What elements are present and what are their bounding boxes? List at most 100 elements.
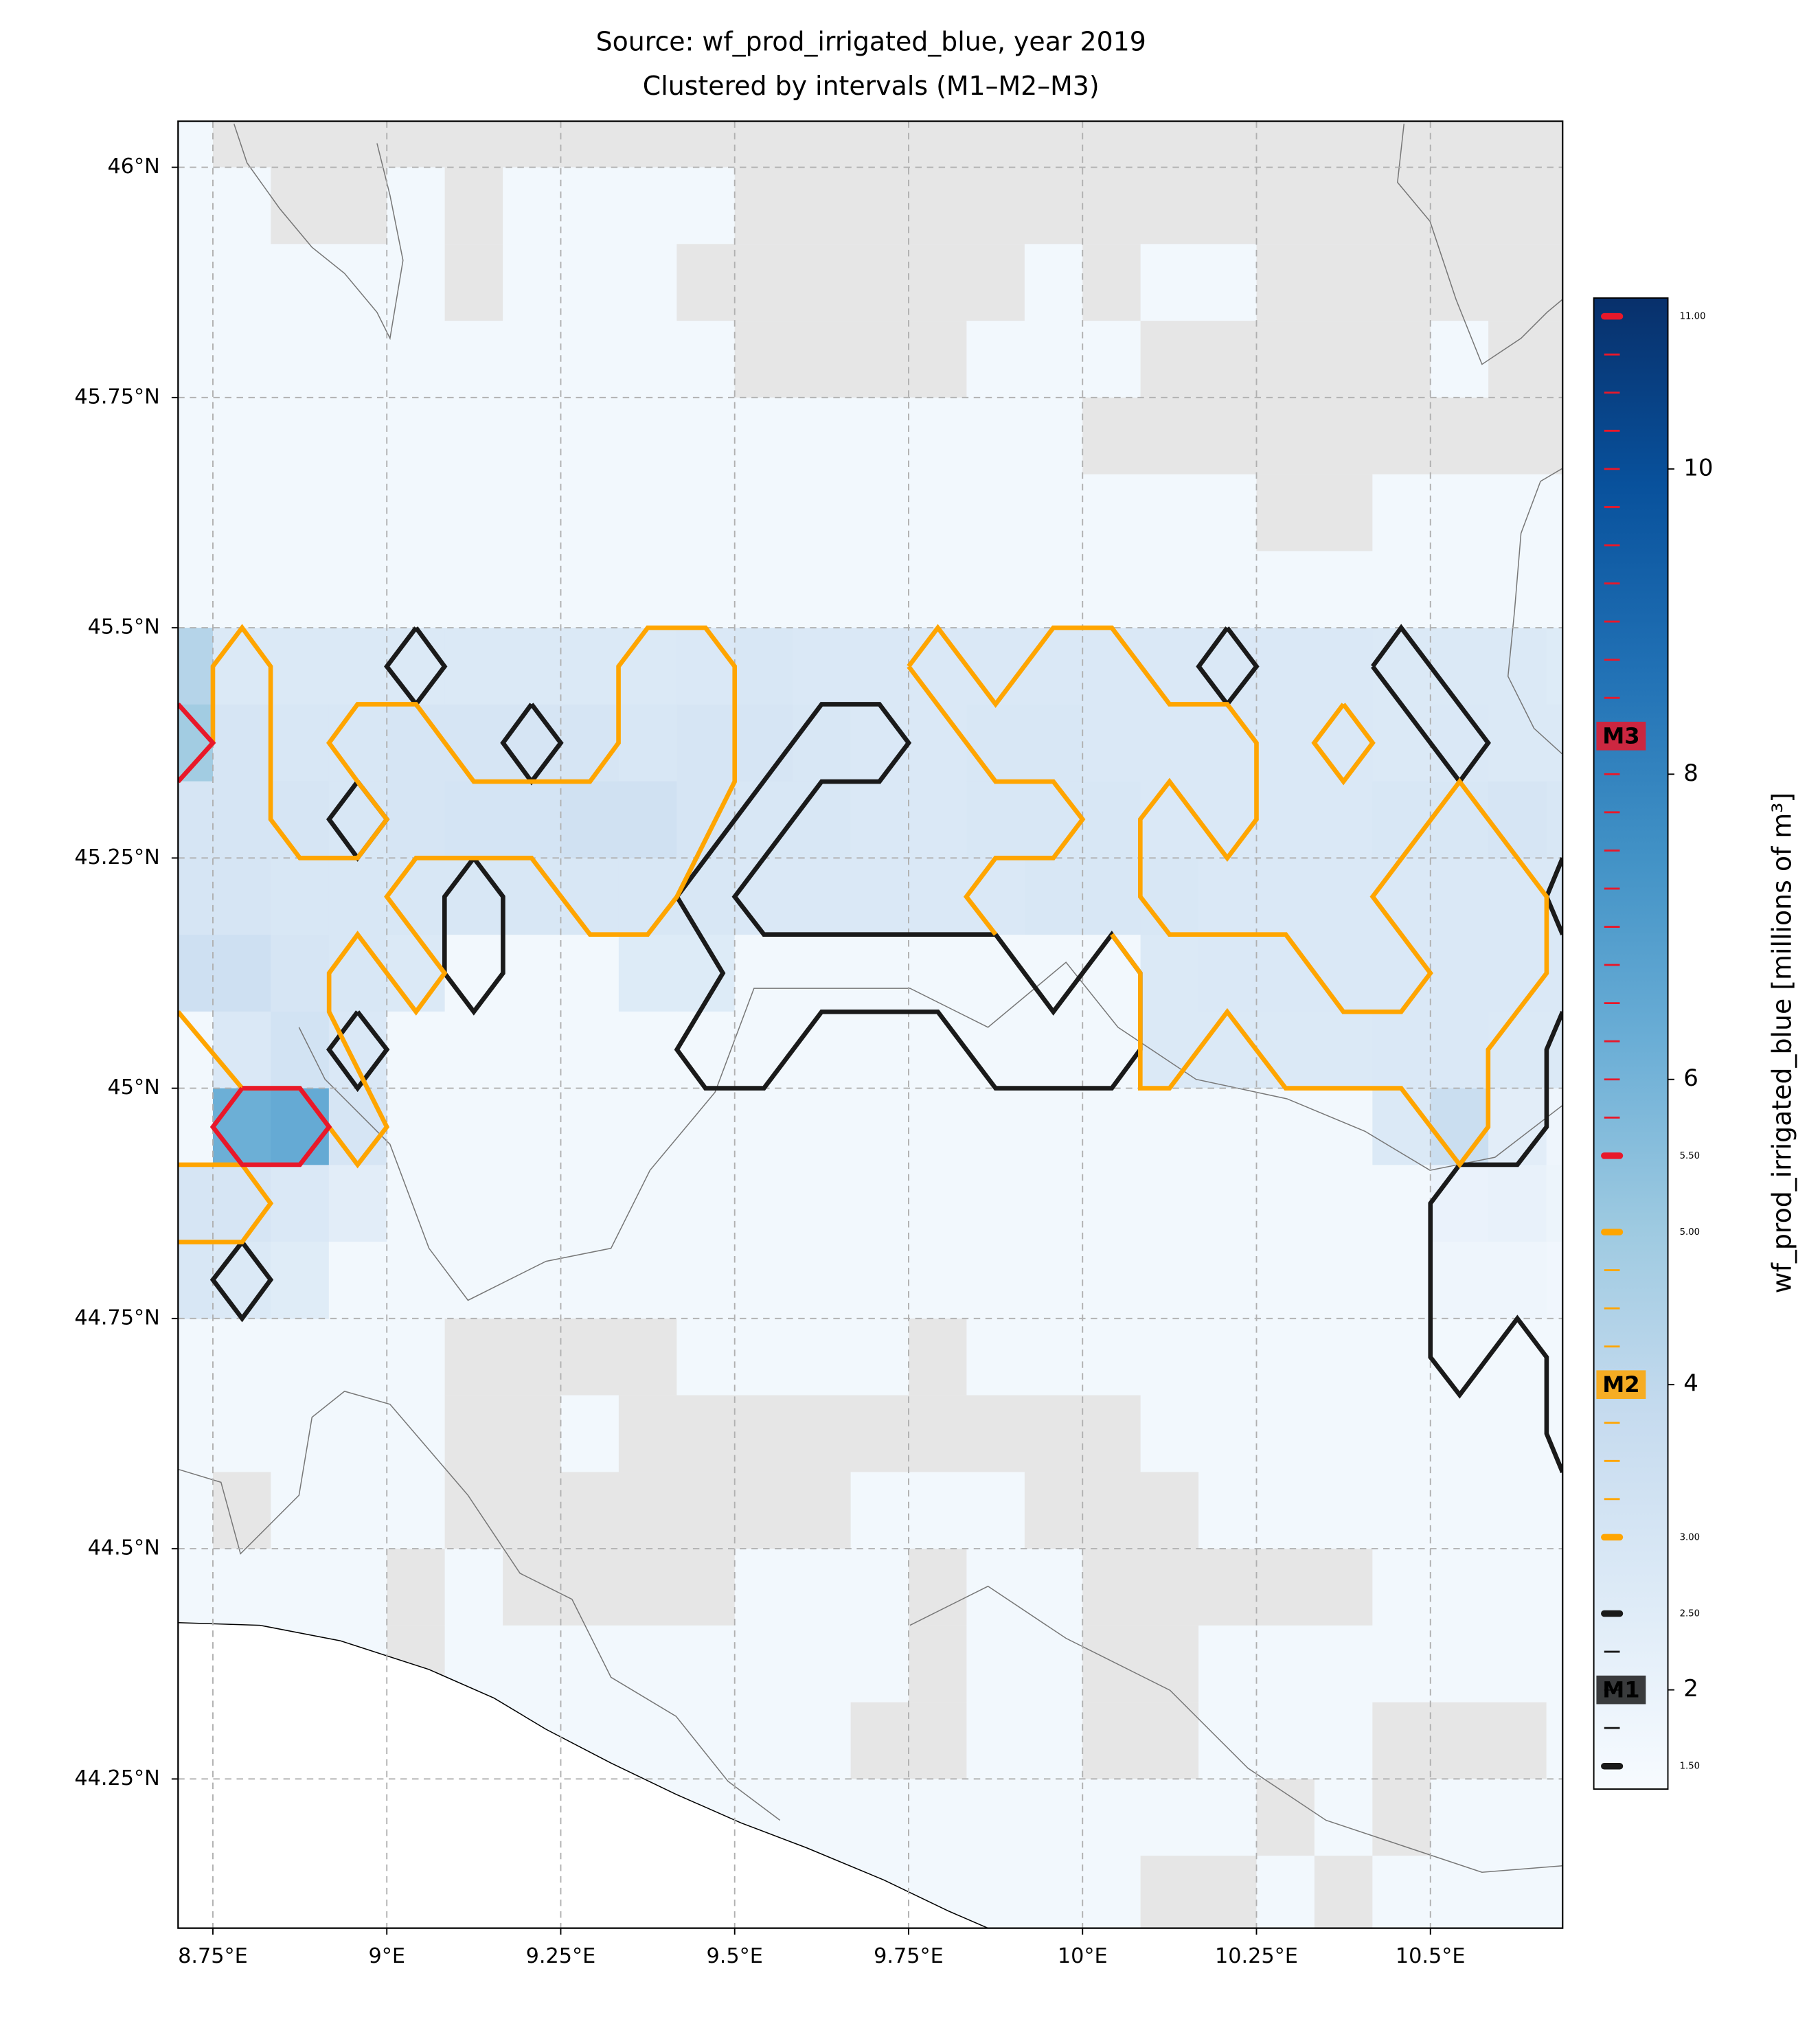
- cluster-contour: [326, 1010, 390, 1093]
- grid-cell: [1140, 1088, 1199, 1166]
- grid-cell: [850, 1088, 909, 1166]
- grid-cell: [966, 1165, 1025, 1242]
- grid-cell: [1430, 781, 1489, 859]
- grid-cell: [1314, 1011, 1374, 1089]
- grid-cell: [1082, 1088, 1141, 1166]
- grid-cell: [212, 1011, 272, 1089]
- grid-cell: [503, 1165, 562, 1242]
- grid-cell: [1082, 1242, 1141, 1319]
- grid-cell: [850, 1011, 909, 1089]
- border: [909, 1585, 1563, 1873]
- grid-cell: [793, 1165, 852, 1242]
- grid-cell: [328, 935, 387, 1012]
- grid-cell: [328, 1088, 387, 1166]
- grid-cell: [271, 858, 330, 935]
- grid-cell: [1546, 1011, 1563, 1089]
- cluster-contour: [1311, 703, 1376, 786]
- grid-cell: [178, 1165, 214, 1242]
- border: [233, 124, 404, 341]
- grid-cell: [1546, 1165, 1563, 1242]
- grid-cell: [793, 858, 852, 935]
- grid-cell: [966, 858, 1025, 935]
- cluster-label-box: [1596, 1675, 1646, 1705]
- grid-cell: [850, 781, 909, 859]
- grid-cell: [1314, 935, 1374, 1012]
- nodata-cell: [1314, 1856, 1373, 1928]
- cluster-label: M2: [1602, 1371, 1639, 1398]
- grid-cell: [387, 1242, 446, 1319]
- colorbar-tick-label: 4: [1683, 1370, 1698, 1398]
- cluster-bound-label: 5.50: [1680, 1151, 1700, 1161]
- grid-cell: [1314, 1242, 1374, 1319]
- grid-cell: [1082, 628, 1141, 705]
- grid-cell: [387, 858, 446, 935]
- grid-cell: [850, 628, 909, 705]
- grid-cell: [444, 1242, 503, 1319]
- grid-cell: [387, 935, 446, 1012]
- grid-cell: [1140, 1165, 1199, 1242]
- border: [1507, 468, 1563, 755]
- cluster-bound-label: 11.00: [1680, 312, 1706, 322]
- border: [1397, 124, 1563, 365]
- grid-cell: [503, 858, 562, 935]
- grid-cell: [618, 1011, 678, 1089]
- grid-cell: [1140, 628, 1199, 705]
- nodata-cell: [1256, 474, 1373, 551]
- nodata-cell: [444, 1395, 561, 1472]
- x-tick-label: 10.25°E: [1215, 1944, 1298, 1968]
- grid-cell: [560, 1088, 619, 1166]
- nodata-cell: [1372, 1702, 1547, 1779]
- grid-cell: [1430, 1011, 1489, 1089]
- nodata-cell: [503, 1549, 735, 1626]
- nodata-cell: [444, 1472, 851, 1549]
- grid-cell: [618, 1242, 678, 1319]
- cluster-label-box: [1596, 1370, 1646, 1400]
- nodata-cell: [908, 1318, 967, 1396]
- grid-cell: [850, 704, 909, 782]
- grid-cell: [503, 1011, 562, 1089]
- y-tick-label: 46°N: [108, 155, 160, 179]
- grid-cell: [271, 1165, 330, 1242]
- grid-cell: [444, 1165, 503, 1242]
- grid-cell: [328, 704, 387, 782]
- grid-cell: [908, 1088, 968, 1166]
- grid-cell: [1256, 628, 1315, 705]
- grid-cell: [1546, 1242, 1563, 1319]
- grid-cell: [1430, 1165, 1489, 1242]
- nodata-cell: [1372, 1779, 1431, 1856]
- nodata-cell: [734, 167, 1563, 244]
- grid-cell: [850, 1165, 909, 1242]
- grid-cell: [908, 781, 968, 859]
- grid-cell: [734, 628, 793, 705]
- grid-cell: [676, 1242, 736, 1319]
- grid-cell: [1082, 858, 1141, 935]
- chart-subtitle: Clustered by intervals (M1–M2–M3): [643, 71, 1100, 101]
- grid-cell: [1198, 858, 1258, 935]
- grid-cell: [1372, 1165, 1431, 1242]
- nodata-cell: [1082, 1549, 1373, 1626]
- grid-cell: [271, 781, 330, 859]
- graticule: [178, 121, 1563, 1928]
- grid-cell: [734, 1165, 793, 1242]
- grid-cell: [1546, 781, 1563, 859]
- cluster-contour: [178, 703, 216, 784]
- grid-cell: [734, 858, 793, 935]
- grid-cell: [328, 1011, 387, 1089]
- grid-cell: [444, 628, 503, 705]
- grid-cell: [908, 628, 968, 705]
- grid-cell: [1256, 704, 1315, 782]
- grid-cell: [676, 1088, 736, 1166]
- grid-cell: [560, 628, 619, 705]
- grid-cell: [618, 1088, 678, 1166]
- grid-cell: [212, 1088, 272, 1166]
- grid-cell: [908, 858, 968, 935]
- grid-cell: [1082, 781, 1141, 859]
- y-tick-label: 45°N: [108, 1075, 160, 1100]
- grid-cell: [1314, 781, 1374, 859]
- grid-cell: [560, 781, 619, 859]
- nodata-cell: [444, 167, 503, 244]
- coastline: [178, 1622, 988, 1928]
- grid-cell: [1488, 628, 1547, 705]
- y-tick-label: 45.75°N: [74, 385, 159, 409]
- grid-cell: [1372, 1242, 1431, 1319]
